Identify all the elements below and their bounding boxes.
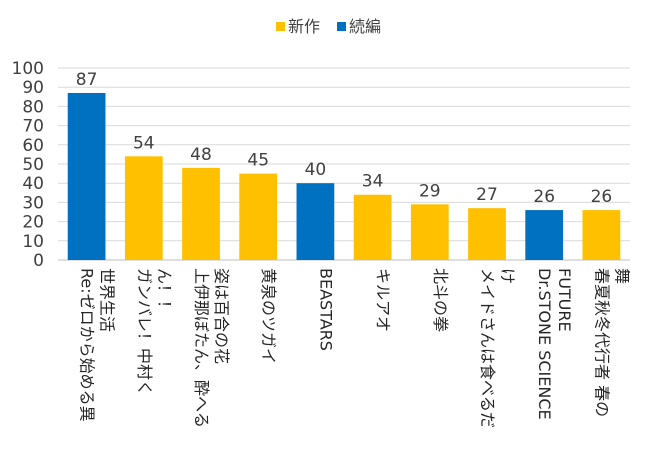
bar xyxy=(525,210,564,260)
legend-label: 続編 xyxy=(349,17,381,36)
category-labels: Re:ゼロから始める異 世界生活 ガンバレ！中村く ん！！ 上伊那ぼたん、酔へる 姿は百合… xyxy=(78,268,632,428)
data-label: 54 xyxy=(133,133,155,153)
category-label: け xyxy=(498,268,517,284)
y-tick-label: 20 xyxy=(22,213,44,233)
category-label: 北斗の拳 xyxy=(431,268,450,332)
data-label: 87 xyxy=(76,70,98,90)
category-label: ん！！ xyxy=(155,268,174,316)
category-label: Dr.STONE SCIENCE xyxy=(535,268,554,420)
category-label: ガンバレ！中村く xyxy=(135,268,154,396)
bars xyxy=(67,92,621,261)
bar xyxy=(296,183,335,260)
data-label: 34 xyxy=(362,172,384,192)
y-tick-label: 40 xyxy=(22,174,44,194)
y-tick-label: 70 xyxy=(22,117,44,137)
bar xyxy=(239,173,278,260)
category-label: 舞 xyxy=(612,268,631,284)
bar xyxy=(410,204,449,260)
bar xyxy=(124,156,163,260)
data-label: 40 xyxy=(305,160,327,180)
data-label: 29 xyxy=(419,181,441,201)
data-labels: 87 54 48 45 40 34 29 27 26 26 xyxy=(76,70,612,207)
y-tick-label: 80 xyxy=(22,97,44,117)
data-label: 45 xyxy=(247,151,269,171)
category-label: 姿は百合の花 xyxy=(212,268,231,364)
data-label: 26 xyxy=(591,187,613,207)
data-label: 26 xyxy=(533,187,555,207)
data-label: 27 xyxy=(476,185,498,205)
category-label: 上伊那ぼたん、酔へる xyxy=(192,268,211,428)
category-label: 春夏秋冬代行者 春の xyxy=(592,268,611,417)
bar xyxy=(182,167,220,260)
category-label: Re:ゼロから始める異 xyxy=(78,268,97,422)
category-label: 黄泉のツガイ xyxy=(259,268,278,364)
y-tick-label: 50 xyxy=(22,155,44,175)
y-tick-label: 0 xyxy=(33,251,44,271)
y-tick-label: 60 xyxy=(22,136,44,156)
y-tick-label: 90 xyxy=(22,78,44,98)
bar xyxy=(353,194,392,260)
bar xyxy=(468,208,506,260)
data-label: 48 xyxy=(190,145,212,165)
legend-swatch xyxy=(337,22,346,31)
y-tick-label: 30 xyxy=(22,193,44,213)
y-tick-label: 100 xyxy=(12,59,44,79)
bar xyxy=(582,210,621,260)
category-label: BEASTARS xyxy=(316,268,335,351)
legend-swatch xyxy=(276,22,285,31)
y-tick-label: 10 xyxy=(22,232,44,252)
category-label: キルアオ xyxy=(374,268,393,332)
bar xyxy=(67,92,106,261)
category-label: 世界生活 xyxy=(98,268,117,332)
category-label: メイドさんは食べるだ xyxy=(478,268,497,428)
legend-label: 新作 xyxy=(288,17,320,36)
category-label: FUTURE xyxy=(555,268,574,332)
legend: 新作 続編 xyxy=(276,17,381,36)
